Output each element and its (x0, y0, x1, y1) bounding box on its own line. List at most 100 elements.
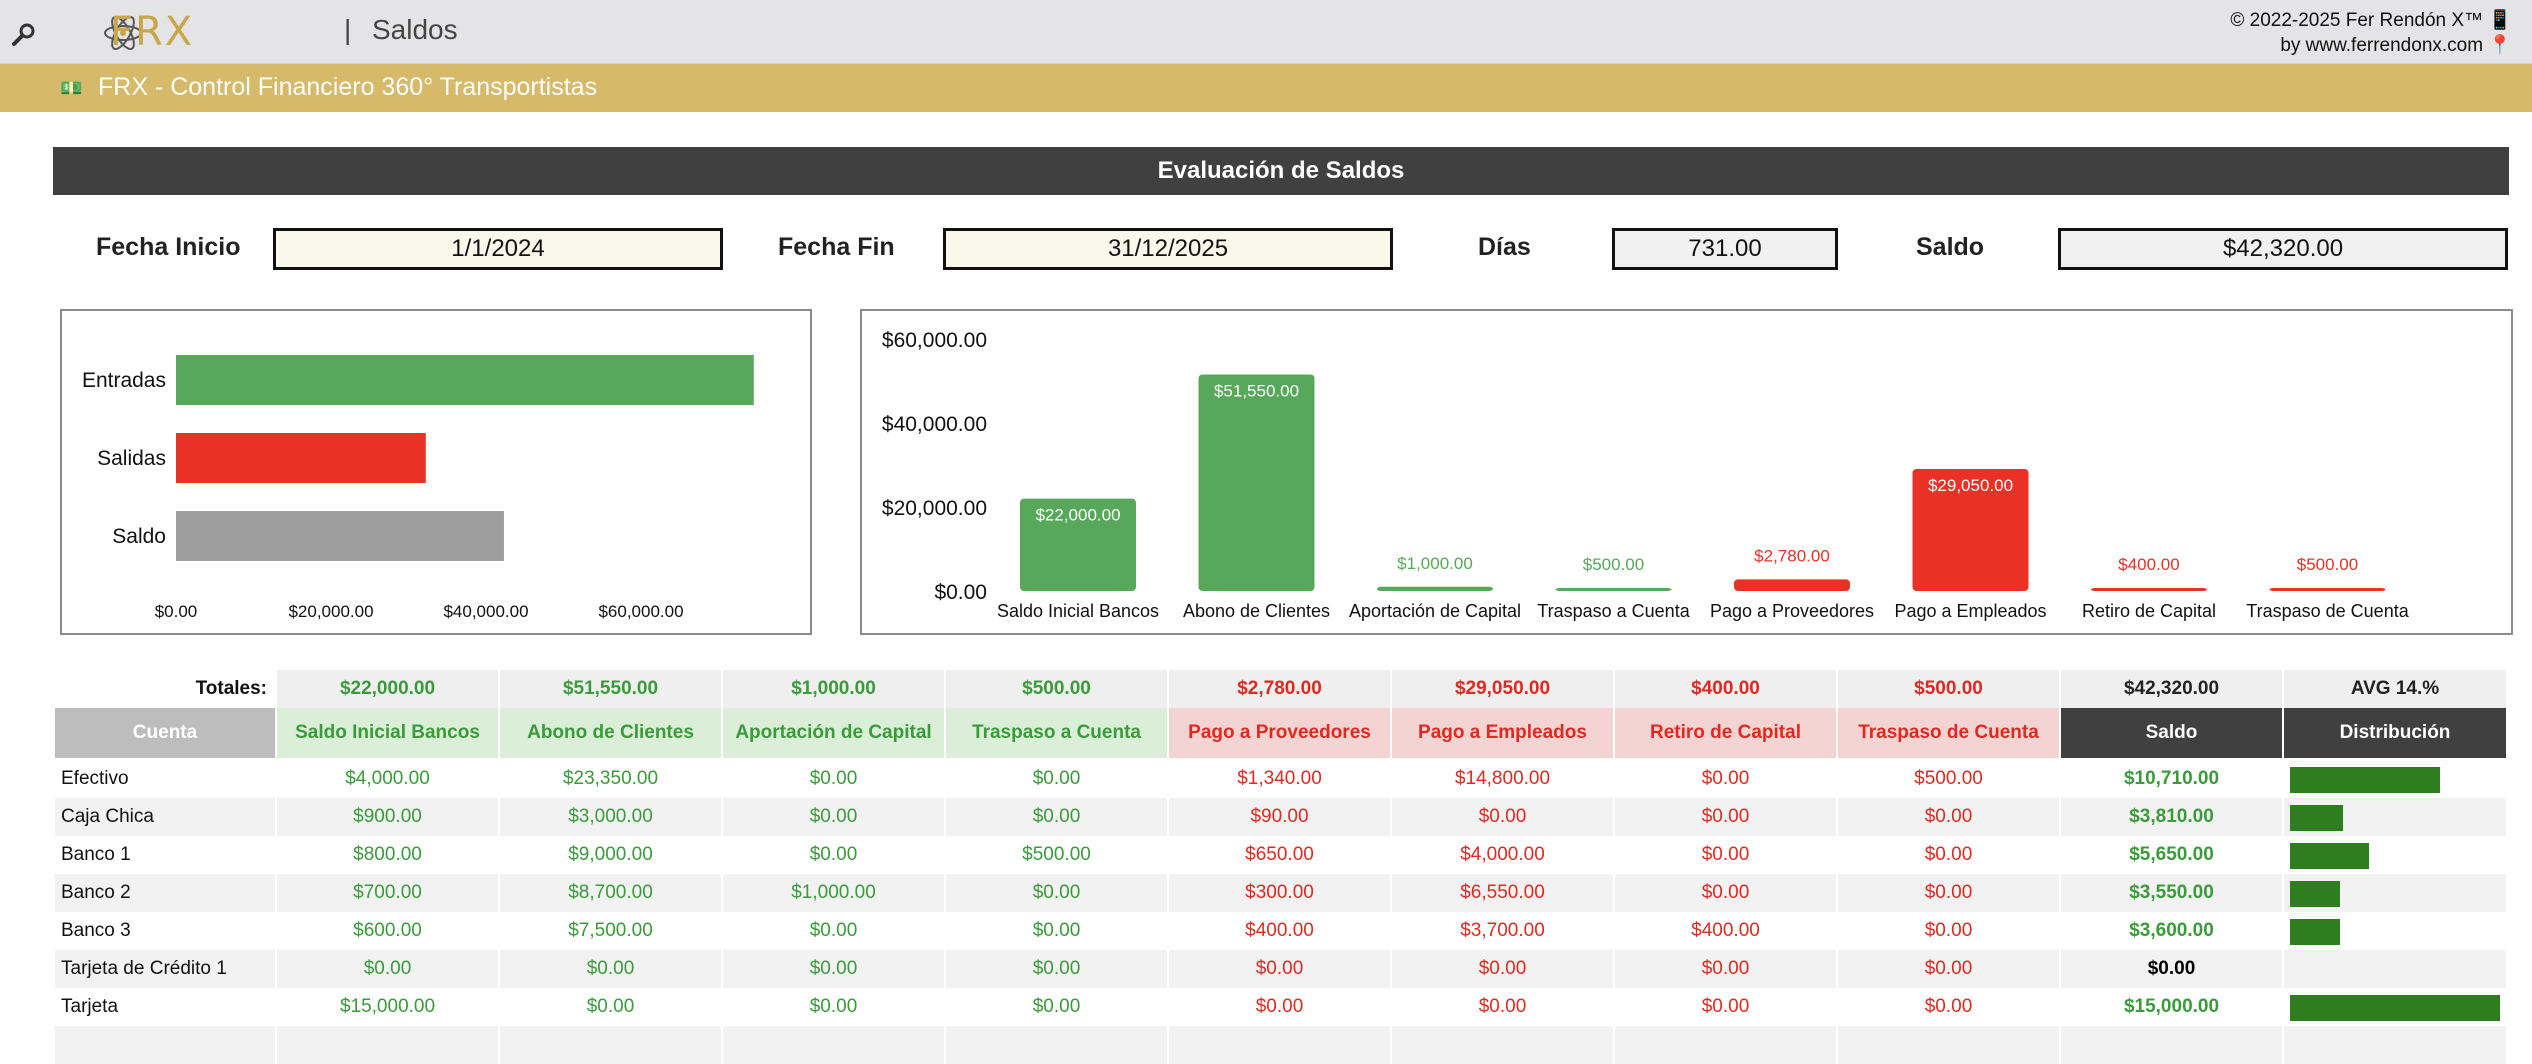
cell[interactable]: $0.00 (1838, 950, 2061, 988)
cell[interactable]: $500.00 (946, 836, 1169, 874)
cell[interactable]: $10,710.00 (2061, 760, 2284, 798)
column-header[interactable]: Distribución (2284, 708, 2508, 758)
cell[interactable]: $0.00 (946, 760, 1169, 798)
distribution-cell[interactable] (2284, 950, 2508, 988)
cell[interactable]: $900.00 (277, 798, 500, 836)
column-header[interactable]: Saldo Inicial Bancos (277, 708, 500, 758)
cell[interactable]: $0.00 (1169, 988, 1392, 1026)
total-cell[interactable]: $2,780.00 (1169, 670, 1392, 708)
cell[interactable]: $0.00 (1615, 798, 1838, 836)
cell[interactable]: $700.00 (277, 874, 500, 912)
distribution-cell[interactable] (2284, 988, 2508, 1026)
cell[interactable]: $4,000.00 (277, 760, 500, 798)
cell[interactable]: $0.00 (946, 912, 1169, 950)
cell[interactable]: $1,000.00 (723, 874, 946, 912)
empty-cell[interactable] (1169, 1026, 1392, 1064)
cell[interactable]: $0.00 (723, 760, 946, 798)
cell[interactable]: $6,550.00 (1392, 874, 1615, 912)
cell[interactable]: $0.00 (1392, 798, 1615, 836)
total-cell[interactable]: $500.00 (1838, 670, 2061, 708)
total-cell[interactable]: $1,000.00 (723, 670, 946, 708)
cell[interactable]: $1,340.00 (1169, 760, 1392, 798)
column-header[interactable]: Retiro de Capital (1615, 708, 1838, 758)
cell[interactable]: $0.00 (723, 836, 946, 874)
empty-cell[interactable] (2061, 1026, 2284, 1064)
start-date-field[interactable]: 1/1/2024 (273, 228, 723, 270)
cell[interactable]: $0.00 (946, 950, 1169, 988)
cell[interactable]: Efectivo (55, 760, 277, 798)
empty-cell[interactable] (1392, 1026, 1615, 1064)
cell[interactable]: $14,800.00 (1392, 760, 1615, 798)
end-date-field[interactable]: 31/12/2025 (943, 228, 1393, 270)
cell[interactable]: $600.00 (277, 912, 500, 950)
cell[interactable]: Caja Chica (55, 798, 277, 836)
cell[interactable]: $0.00 (500, 950, 723, 988)
cell[interactable]: $0.00 (723, 912, 946, 950)
cell[interactable]: $0.00 (723, 798, 946, 836)
cell[interactable]: $0.00 (1838, 836, 2061, 874)
cell[interactable]: Banco 3 (55, 912, 277, 950)
cell[interactable]: $0.00 (1615, 950, 1838, 988)
distribution-cell[interactable] (2284, 912, 2508, 950)
cell[interactable]: $650.00 (1169, 836, 1392, 874)
cell[interactable]: $0.00 (946, 798, 1169, 836)
cell[interactable]: Tarjeta de Crédito 1 (55, 950, 277, 988)
empty-cell[interactable] (1838, 1026, 2061, 1064)
column-header[interactable]: Pago a Proveedores (1169, 708, 1392, 758)
cell[interactable]: $90.00 (1169, 798, 1392, 836)
cell[interactable]: $8,700.00 (500, 874, 723, 912)
column-header[interactable]: Aportación de Capital (723, 708, 946, 758)
empty-cell[interactable] (2284, 1026, 2508, 1064)
empty-cell[interactable] (277, 1026, 500, 1064)
column-header[interactable]: Saldo (2061, 708, 2284, 758)
cell[interactable]: $0.00 (1838, 874, 2061, 912)
cell[interactable]: $3,700.00 (1392, 912, 1615, 950)
distribution-cell[interactable] (2284, 760, 2508, 798)
cell[interactable]: Tarjeta (55, 988, 277, 1026)
cell[interactable]: $0.00 (1838, 988, 2061, 1026)
distribution-cell[interactable] (2284, 874, 2508, 912)
cell[interactable]: $4,000.00 (1392, 836, 1615, 874)
cell[interactable]: $15,000.00 (277, 988, 500, 1026)
total-cell[interactable]: AVG 14.% (2284, 670, 2508, 708)
copyright-line-2[interactable]: by www.ferrendonx.com 📍 (2280, 35, 2512, 56)
cell[interactable]: $0.00 (1615, 760, 1838, 798)
cell[interactable]: $0.00 (1169, 950, 1392, 988)
cell[interactable]: $400.00 (1615, 912, 1838, 950)
cell[interactable]: $3,550.00 (2061, 874, 2284, 912)
cell[interactable]: Banco 2 (55, 874, 277, 912)
empty-cell[interactable] (1615, 1026, 1838, 1064)
cell[interactable]: $3,600.00 (2061, 912, 2284, 950)
cell[interactable]: $0.00 (723, 988, 946, 1026)
empty-cell[interactable] (723, 1026, 946, 1064)
cell[interactable]: $0.00 (2061, 950, 2284, 988)
cell[interactable]: $23,350.00 (500, 760, 723, 798)
cell[interactable]: $0.00 (500, 988, 723, 1026)
cell[interactable]: $0.00 (1838, 912, 2061, 950)
cell[interactable]: $500.00 (1838, 760, 2061, 798)
search-icon[interactable] (10, 20, 38, 48)
cell[interactable]: $7,500.00 (500, 912, 723, 950)
distribution-cell[interactable] (2284, 798, 2508, 836)
cell[interactable]: $0.00 (277, 950, 500, 988)
column-header[interactable]: Abono de Clientes (500, 708, 723, 758)
empty-cell[interactable] (946, 1026, 1169, 1064)
empty-cell[interactable] (55, 1026, 277, 1064)
total-cell[interactable]: $42,320.00 (2061, 670, 2284, 708)
cell[interactable]: $0.00 (1392, 988, 1615, 1026)
cell[interactable]: $400.00 (1169, 912, 1392, 950)
distribution-cell[interactable] (2284, 836, 2508, 874)
cell[interactable]: $0.00 (946, 988, 1169, 1026)
column-header[interactable]: Traspaso de Cuenta (1838, 708, 2061, 758)
cell[interactable]: $5,650.00 (2061, 836, 2284, 874)
cell[interactable]: $0.00 (1838, 798, 2061, 836)
cell[interactable]: $300.00 (1169, 874, 1392, 912)
total-cell[interactable]: $400.00 (1615, 670, 1838, 708)
cell[interactable]: $0.00 (723, 950, 946, 988)
cell[interactable]: $0.00 (1615, 874, 1838, 912)
cell[interactable]: $9,000.00 (500, 836, 723, 874)
cell[interactable]: $15,000.00 (2061, 988, 2284, 1026)
cell[interactable]: Banco 1 (55, 836, 277, 874)
cell[interactable]: $800.00 (277, 836, 500, 874)
total-cell[interactable]: $29,050.00 (1392, 670, 1615, 708)
